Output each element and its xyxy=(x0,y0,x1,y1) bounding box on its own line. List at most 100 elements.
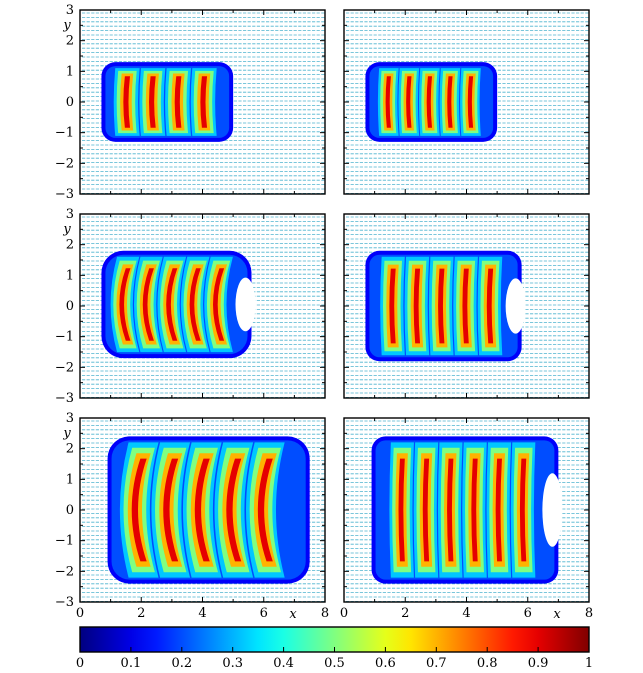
colorbar-tick-label: 0.8 xyxy=(477,656,498,671)
y-tick-label: 1 xyxy=(66,64,74,79)
colorbar-tick-label: 0 xyxy=(76,656,84,671)
band-4 xyxy=(190,68,217,136)
x-tick-label: 0 xyxy=(76,606,84,621)
y-tick-label: 3 xyxy=(66,411,74,426)
x-tick-label: 4 xyxy=(198,606,206,621)
band-3 xyxy=(165,68,192,136)
colorbar: 0 0.1 0.2 0.3 0.4 0.5 0.6 0.7 0.8 0.9 1 xyxy=(76,626,593,671)
band-3 xyxy=(182,442,222,578)
band-layer xyxy=(213,268,225,341)
band-layer xyxy=(519,458,527,562)
band-layer xyxy=(413,268,421,344)
band-1 xyxy=(380,256,405,356)
band-1 xyxy=(389,442,414,578)
band-layer xyxy=(200,76,208,128)
band-3 xyxy=(428,256,454,356)
panel-r2-c1: 0 2 4 6 8 x xyxy=(340,417,593,622)
y-tick-label: 0 xyxy=(66,95,74,110)
band-layer xyxy=(462,268,469,344)
band-layer xyxy=(194,458,210,562)
band-layer xyxy=(389,268,396,344)
x-tick-label: 4 xyxy=(462,606,470,621)
colorbar-tick-label: 0.5 xyxy=(324,656,345,671)
x-axis-label: x xyxy=(289,607,297,622)
band-layer xyxy=(398,458,405,562)
ticks xyxy=(343,417,590,603)
band-layer xyxy=(139,264,157,345)
y-tick-label: 0 xyxy=(66,503,74,518)
band-1 xyxy=(377,68,399,136)
ticks xyxy=(343,9,590,195)
colorbar-tick-label: 0.4 xyxy=(273,656,294,671)
band-1 xyxy=(113,68,140,136)
panel-r0-c0: 3 2 1 0 −1 −2 −3 y xyxy=(55,3,326,202)
band-1 xyxy=(119,442,159,578)
colorbar-tick-label: 1 xyxy=(585,656,593,671)
band-layer xyxy=(119,268,131,341)
band-layer xyxy=(189,268,201,341)
band-4 xyxy=(453,256,478,356)
band-layer xyxy=(142,268,154,341)
panel-plot-area xyxy=(344,418,589,602)
panel-r1-c0: 3 2 1 0 −1 −2 −3 y xyxy=(55,207,326,406)
colorbar-tick-label: 0.7 xyxy=(426,656,447,671)
panel-plot-area xyxy=(80,10,325,194)
band-layer xyxy=(226,458,242,562)
band-2 xyxy=(134,256,163,353)
x-tick-label: 8 xyxy=(321,606,329,621)
band-layer xyxy=(174,76,182,128)
y-tick-label: −2 xyxy=(55,564,74,579)
colorbar-tick-label: 0.9 xyxy=(528,656,549,671)
x-axis-label: x xyxy=(553,607,561,622)
panel-r1-c1 xyxy=(343,213,590,399)
band-5 xyxy=(204,256,233,353)
band-3 xyxy=(418,68,440,136)
band-layer xyxy=(406,76,412,128)
y-tick-label: 2 xyxy=(66,442,74,457)
band-5 xyxy=(460,68,481,136)
band-1 xyxy=(110,256,140,353)
y-tick-label: −3 xyxy=(55,391,74,406)
y-tick-label: −1 xyxy=(55,126,74,141)
y-axis-label: y xyxy=(62,222,71,237)
panel-plot-area xyxy=(344,10,589,194)
panel-r0-c1 xyxy=(343,9,590,195)
y-tick-label: 1 xyxy=(66,268,74,283)
band-layer xyxy=(127,453,151,567)
ticks xyxy=(79,417,326,603)
band-5 xyxy=(246,442,285,578)
colorbar-tick-label: 0.3 xyxy=(222,656,243,671)
x-tick-label: 0 xyxy=(340,606,348,621)
band-2 xyxy=(404,256,430,356)
x-tick-label: 2 xyxy=(137,606,145,621)
y-tick-label: 3 xyxy=(66,207,74,222)
band-layer xyxy=(186,264,204,345)
band-5 xyxy=(477,256,503,356)
band-layer xyxy=(116,264,134,345)
band-layer xyxy=(222,453,246,567)
band-3 xyxy=(157,256,187,353)
y-tick-label: −2 xyxy=(55,360,74,375)
band-layer xyxy=(131,458,147,562)
y-tick-label: 2 xyxy=(66,238,74,253)
band-layer xyxy=(385,76,391,128)
front-notch xyxy=(235,277,256,332)
band-layer xyxy=(471,458,478,562)
band-4 xyxy=(214,442,254,578)
band-6 xyxy=(510,442,536,578)
band-2 xyxy=(398,68,420,136)
band-5 xyxy=(486,442,512,578)
band-layer xyxy=(253,453,277,567)
y-tick-label: −1 xyxy=(55,534,74,549)
colorbar-tick-label: 0.2 xyxy=(171,656,192,671)
y-axis-label: y xyxy=(62,18,71,33)
y-tick-label: 3 xyxy=(66,3,74,18)
band-layer xyxy=(486,268,494,344)
panel-plot-area xyxy=(344,214,589,398)
ticks xyxy=(79,9,326,195)
y-tick-label: 2 xyxy=(66,34,74,49)
band-layer xyxy=(190,453,214,567)
band-4 xyxy=(439,68,461,136)
